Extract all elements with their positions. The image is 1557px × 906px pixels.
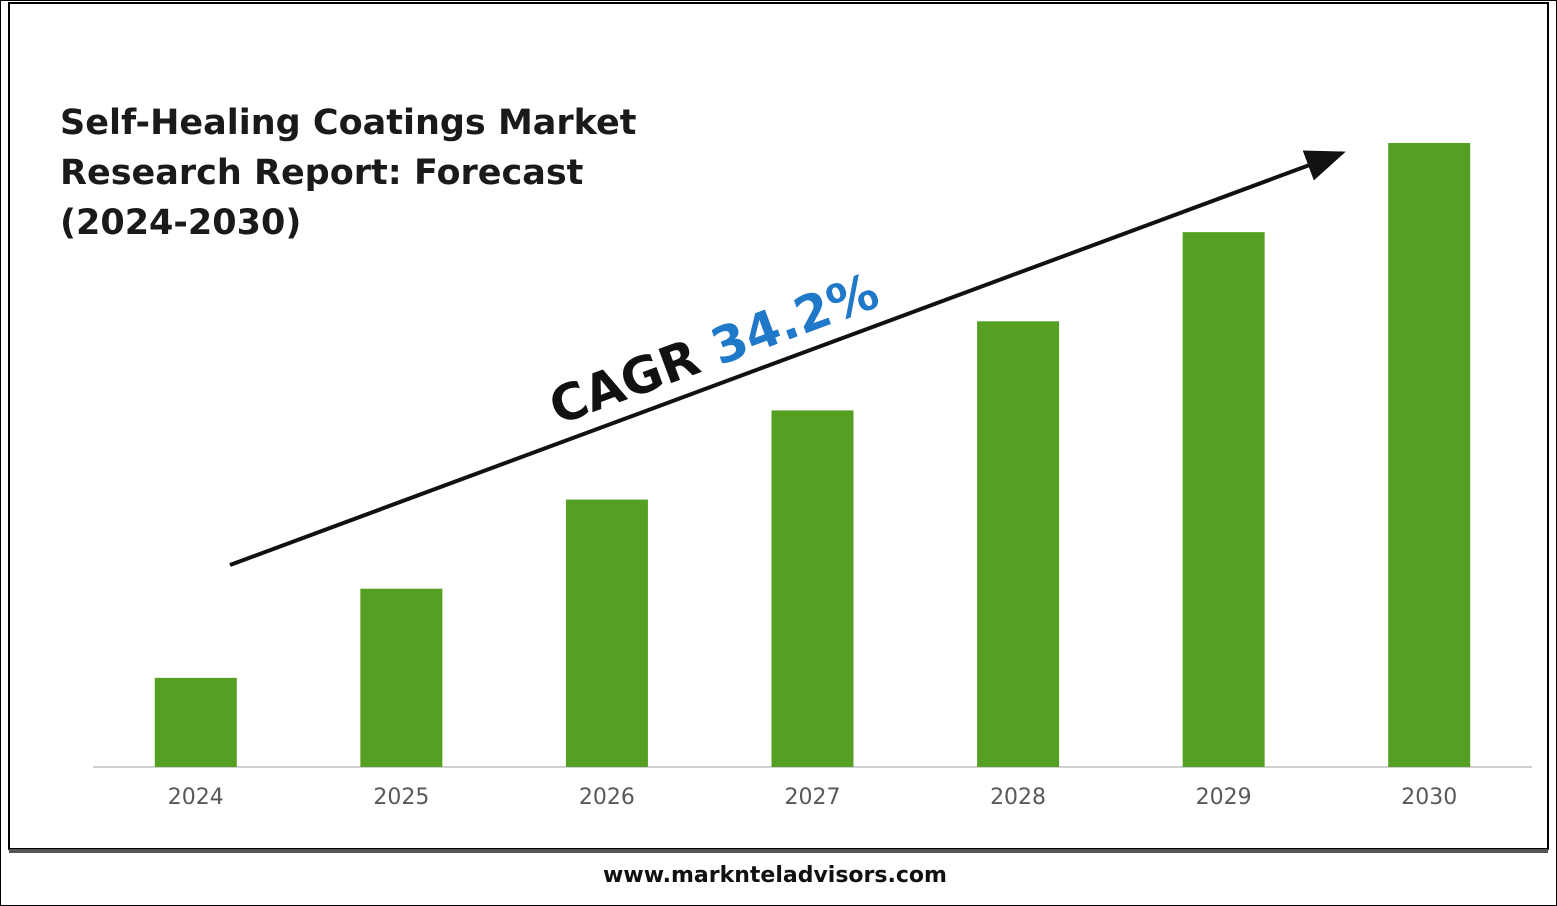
bar <box>977 321 1060 767</box>
bar <box>154 677 237 767</box>
x-tick-label: 2029 <box>1196 785 1252 810</box>
x-tick-label: 2025 <box>373 785 429 810</box>
x-tick-label: 2030 <box>1401 785 1457 810</box>
source: www.marknteladvisors.com <box>603 863 947 888</box>
bar <box>1388 143 1471 767</box>
chart-title: Self-Healing Coatings Market <box>60 103 636 143</box>
trend-arrow <box>229 150 1346 567</box>
cagr-annotation: CAGR 34.2% <box>542 262 886 436</box>
x-tick-label: 2028 <box>990 785 1046 810</box>
chart-title: Research Report: Forecast <box>60 153 583 193</box>
bar <box>565 499 648 767</box>
x-tick-label: 2024 <box>168 785 224 810</box>
bar <box>1182 232 1265 768</box>
cagr-value: 34.2% <box>703 262 886 377</box>
x-tick-label: 2027 <box>785 785 841 810</box>
x-tick-label: 2026 <box>579 785 635 810</box>
bar <box>771 410 854 767</box>
bar <box>360 588 443 767</box>
chart-title: (2024-2030) <box>60 203 301 243</box>
